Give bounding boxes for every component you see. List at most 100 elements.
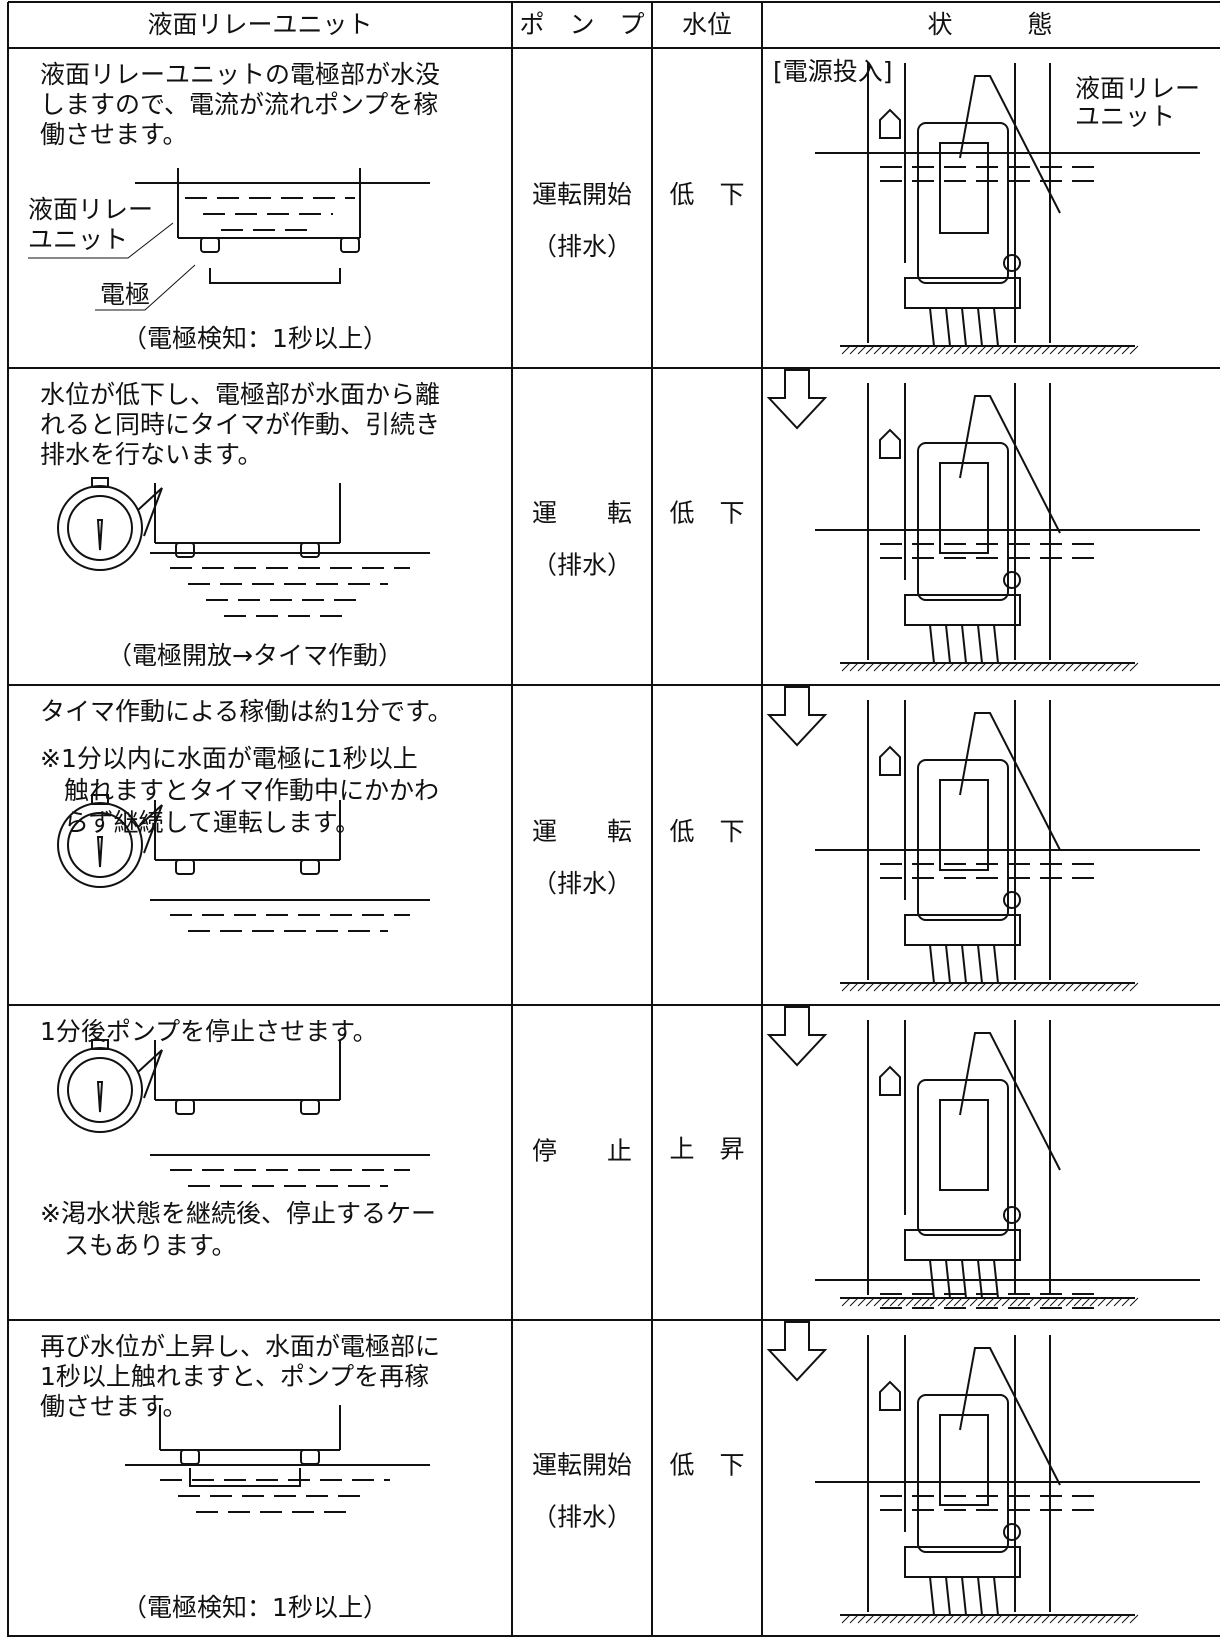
line	[1105, 1297, 1115, 1307]
line	[1097, 1297, 1107, 1307]
line	[969, 982, 979, 992]
line	[961, 345, 971, 355]
leader	[95, 264, 196, 311]
line	[1057, 662, 1067, 672]
line	[865, 1297, 875, 1307]
pump-body	[917, 1079, 1009, 1236]
text: （電極検知：1秒以上）	[122, 324, 388, 353]
text: 水位が低下し、電極部が水面から離	[40, 380, 440, 409]
line	[881, 982, 891, 992]
line	[937, 1614, 947, 1624]
line	[945, 1614, 955, 1624]
text: 水位	[682, 10, 732, 39]
line	[1113, 1297, 1123, 1307]
line	[913, 662, 923, 672]
line	[1081, 662, 1091, 672]
text: 1秒以上触れますと、ポンプを再稼	[40, 1362, 429, 1391]
up-arrow	[879, 1380, 901, 1411]
line	[929, 944, 935, 984]
line	[889, 345, 899, 355]
line	[1009, 982, 1019, 992]
line	[1065, 662, 1075, 672]
line	[953, 1614, 963, 1624]
line	[945, 944, 951, 984]
up-arrow	[879, 428, 901, 459]
line	[1121, 345, 1131, 355]
text: [電源投入]	[773, 57, 893, 86]
line	[961, 1614, 971, 1624]
line	[873, 662, 883, 672]
line	[969, 662, 979, 672]
line	[1033, 1297, 1043, 1307]
line	[1025, 662, 1035, 672]
line	[937, 982, 947, 992]
line	[929, 662, 939, 672]
line	[929, 345, 939, 355]
line	[849, 345, 859, 355]
line	[1105, 1614, 1115, 1624]
text: れると同時にタイマが作動、引続き	[40, 410, 440, 439]
electrode	[340, 237, 360, 253]
line	[985, 662, 995, 672]
line	[889, 1614, 899, 1624]
line	[1001, 1297, 1011, 1307]
bolt	[1003, 1206, 1021, 1224]
down-arrow	[766, 1321, 828, 1382]
line	[969, 1297, 979, 1307]
text: 状 態	[927, 10, 1052, 39]
text: らず継続して運転します。	[64, 808, 360, 837]
line	[1121, 1614, 1131, 1624]
text: 運転開始	[532, 1451, 632, 1480]
line	[1041, 1614, 1051, 1624]
down-arrow	[766, 686, 828, 747]
line	[1105, 982, 1115, 992]
bolt	[1003, 891, 1021, 909]
line	[913, 1297, 923, 1307]
up-arrow	[879, 745, 901, 776]
electrode	[300, 542, 320, 558]
line	[1017, 345, 1027, 355]
line	[937, 1297, 947, 1307]
line	[873, 982, 883, 992]
line	[1009, 1297, 1019, 1307]
line	[897, 982, 907, 992]
line	[977, 307, 983, 347]
line	[873, 1614, 883, 1624]
text: 低 下	[669, 817, 744, 846]
line	[889, 982, 899, 992]
line	[897, 1297, 907, 1307]
balloon	[137, 1049, 163, 1099]
line	[921, 662, 931, 672]
motor	[939, 1414, 989, 1506]
electrode	[175, 1099, 195, 1115]
line	[993, 1297, 1003, 1307]
line	[841, 345, 851, 355]
line	[881, 662, 891, 672]
line	[905, 982, 915, 992]
line	[1025, 1297, 1035, 1307]
line	[1129, 1614, 1139, 1624]
line	[1113, 662, 1123, 672]
handle	[959, 395, 1061, 534]
line	[1025, 1614, 1035, 1624]
line	[849, 1614, 859, 1624]
electrode	[175, 859, 195, 875]
down-arrow	[766, 1006, 828, 1067]
line	[945, 307, 951, 347]
line	[921, 982, 931, 992]
text: 液面リレー	[28, 195, 153, 224]
line	[945, 1297, 955, 1307]
text: 働させます。	[40, 120, 188, 149]
line	[865, 1614, 875, 1624]
line	[1089, 982, 1099, 992]
text: ユニット	[28, 225, 128, 254]
line	[1017, 1297, 1027, 1307]
electrode	[200, 237, 220, 253]
line	[1073, 982, 1083, 992]
line	[1113, 345, 1123, 355]
line	[1025, 982, 1035, 992]
line	[929, 1614, 939, 1624]
line	[1081, 1614, 1091, 1624]
line	[1009, 662, 1019, 672]
line	[1041, 982, 1051, 992]
